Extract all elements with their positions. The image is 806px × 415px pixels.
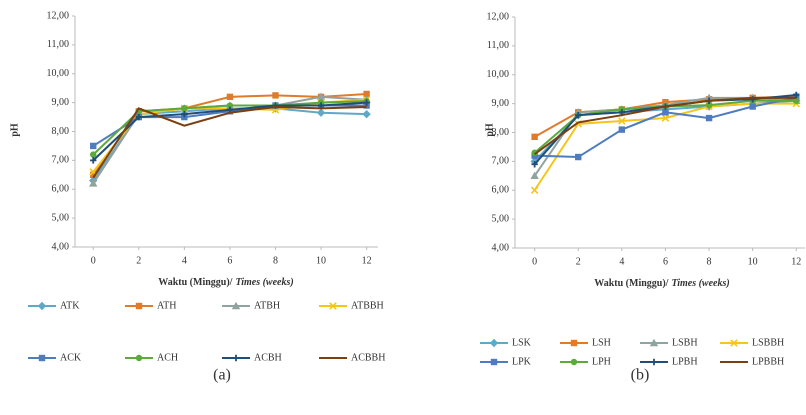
marker bbox=[233, 355, 239, 361]
marker bbox=[651, 359, 657, 365]
legend-label: ACH bbox=[157, 352, 178, 363]
x-tick-label: 12 bbox=[791, 256, 801, 267]
y-tick-label: 9,00 bbox=[492, 98, 510, 109]
marker bbox=[272, 92, 278, 98]
marker bbox=[531, 134, 537, 140]
y-tick-label: 6,00 bbox=[492, 185, 510, 196]
x-tick-label: 4 bbox=[182, 255, 187, 266]
legend-label: LSH bbox=[592, 337, 611, 348]
marker bbox=[38, 302, 46, 310]
series-line bbox=[535, 104, 797, 191]
x-tick-label: 8 bbox=[273, 255, 278, 266]
y-tick-label: 6,00 bbox=[52, 184, 70, 195]
x-tick-label: 10 bbox=[748, 256, 758, 267]
y-axis-label: pH bbox=[9, 123, 20, 137]
marker bbox=[619, 126, 625, 132]
marker bbox=[490, 339, 498, 347]
marker bbox=[90, 151, 96, 157]
y-tick-label: 4,00 bbox=[52, 241, 70, 252]
panel-label: (b) bbox=[631, 367, 650, 384]
legend-label: LPK bbox=[512, 356, 532, 367]
marker bbox=[662, 109, 668, 115]
marker bbox=[575, 154, 581, 160]
x-tick-label: 2 bbox=[136, 255, 141, 266]
marker bbox=[749, 103, 755, 109]
legend-label: LPBBH bbox=[752, 356, 784, 367]
y-tick-label: 5,00 bbox=[52, 212, 70, 223]
marker bbox=[136, 355, 142, 361]
y-tick-label: 10,00 bbox=[47, 68, 70, 79]
y-tick-label: 11,00 bbox=[487, 40, 509, 51]
legend-label: ATH bbox=[157, 300, 176, 311]
x-axis-label: Waktu (Minggu)/Times (weeks) bbox=[594, 278, 729, 289]
legend-label: ACBH bbox=[254, 352, 282, 363]
legend-label: ATBBH bbox=[351, 300, 384, 311]
y-tick-label: 7,00 bbox=[492, 156, 510, 167]
series bbox=[89, 104, 371, 185]
x-axis-label-main: Waktu (Minggu)/ bbox=[594, 278, 668, 289]
legend-label: ACK bbox=[60, 352, 82, 363]
y-tick-label: 11,00 bbox=[47, 39, 69, 50]
marker bbox=[227, 94, 233, 100]
x-tick-label: 12 bbox=[362, 255, 372, 266]
y-tick-label: 4,00 bbox=[492, 242, 510, 253]
x-axis-label-em: Times (weeks) bbox=[671, 278, 729, 289]
legend-label: ATK bbox=[60, 300, 80, 311]
y-tick-label: 12,00 bbox=[47, 10, 70, 21]
x-tick-label: 0 bbox=[91, 255, 96, 266]
figure: 4,00 5,00 6,00 7,00 8,00 9,00 10,00 11,00 12,00 0… bbox=[0, 0, 806, 415]
y-tick-label: 5,00 bbox=[492, 213, 510, 224]
x-tick-label: 4 bbox=[619, 256, 624, 267]
y-axis-label: pH bbox=[484, 123, 495, 137]
x-axis-label-em: Times (weeks) bbox=[235, 277, 293, 288]
legend-label: LSK bbox=[512, 337, 532, 348]
x-tick-label: 0 bbox=[532, 256, 537, 267]
x-axis-label-main: Waktu (Minggu)/ bbox=[158, 277, 232, 288]
marker bbox=[90, 143, 96, 149]
legend-label: LPH bbox=[592, 356, 611, 367]
x-axis-label: Waktu (Minggu)/Times (weeks) bbox=[158, 277, 293, 288]
x-tick-label: 10 bbox=[316, 255, 326, 266]
legend-label: ATBH bbox=[254, 300, 280, 311]
legend-label: LPBH bbox=[672, 356, 698, 367]
marker bbox=[317, 109, 325, 117]
marker bbox=[571, 359, 577, 365]
marker bbox=[181, 105, 187, 111]
x-tick-label: 6 bbox=[227, 255, 232, 266]
marker bbox=[571, 340, 577, 346]
marker bbox=[491, 359, 497, 365]
y-tick-label: 7,00 bbox=[52, 155, 70, 166]
marker bbox=[39, 355, 45, 361]
y-tick-label: 8,00 bbox=[52, 126, 70, 137]
y-tick-label: 12,00 bbox=[487, 11, 510, 22]
legend-label: ACBBH bbox=[351, 352, 385, 363]
y-tick-label: 9,00 bbox=[52, 97, 70, 108]
legend-label: LSBBH bbox=[752, 337, 784, 348]
x-tick-label: 2 bbox=[576, 256, 581, 267]
x-tick-label: 8 bbox=[707, 256, 712, 267]
marker bbox=[362, 110, 370, 118]
marker bbox=[706, 115, 712, 121]
panel-label: (a) bbox=[213, 367, 231, 384]
y-tick-label: 10,00 bbox=[487, 69, 510, 80]
legend-label: LSBH bbox=[672, 337, 698, 348]
x-tick-label: 6 bbox=[663, 256, 668, 267]
marker bbox=[531, 187, 537, 193]
marker bbox=[136, 303, 142, 309]
